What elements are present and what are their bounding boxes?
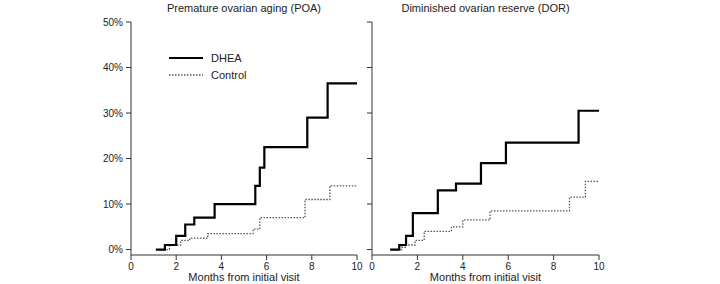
plot-area [156, 83, 357, 249]
legend-label: DHEA [211, 52, 242, 64]
x-tick-label: 10 [593, 261, 605, 272]
legend-swatch [169, 74, 203, 75]
y-tick [367, 22, 372, 23]
x-tick-label: 0 [128, 261, 134, 272]
y-tick [126, 67, 131, 68]
x-tick [372, 255, 373, 260]
series-line [156, 83, 357, 249]
x-axis [131, 255, 357, 256]
y-tick [367, 158, 372, 159]
x-tick-label: 0 [369, 261, 375, 272]
y-tick-label: 50% [103, 17, 123, 28]
x-tick [176, 255, 177, 260]
x-tick [599, 255, 600, 260]
x-tick [508, 255, 509, 260]
y-axis [131, 22, 132, 255]
y-axis [372, 22, 373, 255]
x-tick-label: 2 [415, 261, 421, 272]
chart-title: Diminished ovarian reserve (DOR) [401, 2, 569, 14]
chart-title: Premature ovarian aging (POA) [167, 2, 321, 14]
y-tick [367, 249, 372, 250]
x-tick-label: 8 [551, 261, 557, 272]
x-tick [553, 255, 554, 260]
x-tick-label: 8 [309, 261, 315, 272]
y-tick [367, 67, 372, 68]
x-axis [372, 255, 599, 256]
y-tick [126, 204, 131, 205]
legend-swatch [169, 57, 203, 59]
x-tick-label: 4 [460, 261, 466, 272]
series-line [395, 181, 599, 249]
x-tick-label: 6 [264, 261, 270, 272]
y-tick [367, 204, 372, 205]
plot-area [390, 111, 599, 250]
x-tick-label: 4 [219, 261, 225, 272]
legend-label: Control [211, 69, 246, 81]
y-tick-label: 40% [103, 62, 123, 73]
x-axis-label: Months from initial visit [430, 271, 541, 283]
x-axis-label: Months from initial visit [188, 271, 299, 283]
x-tick [311, 255, 312, 260]
y-tick-label: 0% [109, 244, 124, 255]
x-tick [131, 255, 132, 260]
y-tick [126, 113, 131, 114]
chart: Premature ovarian aging (POA) Months from… [0, 0, 720, 284]
x-tick-label: 6 [505, 261, 511, 272]
x-tick-label: 10 [351, 261, 363, 272]
series-line [390, 111, 599, 250]
x-tick [357, 255, 358, 260]
x-tick [266, 255, 267, 260]
x-tick [221, 255, 222, 260]
y-tick [126, 22, 131, 23]
y-tick-label: 10% [103, 199, 123, 210]
x-tick-label: 2 [173, 261, 179, 272]
y-tick [126, 158, 131, 159]
y-tick-label: 30% [103, 108, 123, 119]
series-line [160, 186, 357, 250]
y-tick [367, 113, 372, 114]
x-tick [417, 255, 418, 260]
x-tick [462, 255, 463, 260]
y-tick [126, 249, 131, 250]
y-tick-label: 20% [103, 153, 123, 164]
